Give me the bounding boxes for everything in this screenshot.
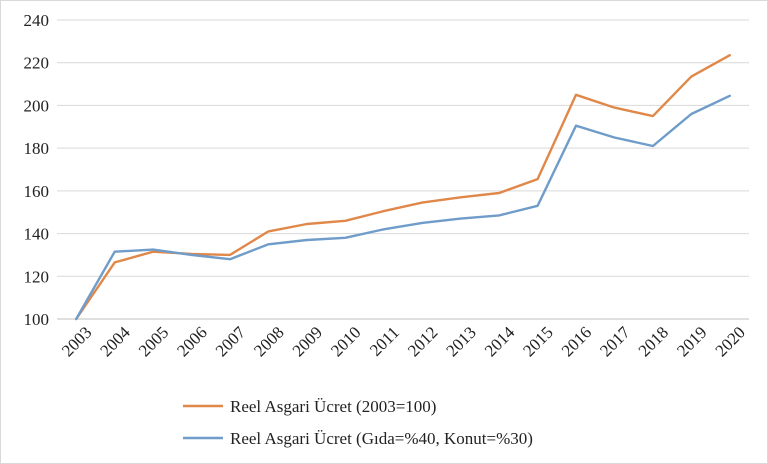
x-tick-label: 2006 — [173, 323, 210, 360]
y-tick-label: 180 — [24, 139, 50, 158]
y-tick-label: 160 — [24, 182, 50, 201]
legend: Reel Asgari Ücret (2003=100) Reel Asgari … — [183, 397, 533, 448]
y-tick-label: 100 — [24, 310, 50, 329]
x-tick-label: 2009 — [289, 323, 326, 360]
series-line-1 — [74, 54, 731, 321]
x-tick-label: 2020 — [712, 323, 749, 360]
x-tick-label: 2011 — [366, 323, 403, 360]
x-tick-label: 2010 — [327, 323, 364, 360]
x-tick-label: 2017 — [596, 322, 634, 360]
x-tick-label: 2019 — [673, 323, 710, 360]
x-axis-ticks: 2003 2004 2005 2006 2007 2008 2009 2010 2011 2012… — [58, 322, 749, 360]
x-tick-label: 2012 — [404, 323, 441, 360]
x-tick-label: 2015 — [519, 323, 556, 360]
series-line-2 — [74, 94, 731, 321]
series-lines — [74, 54, 731, 321]
x-tick-label: 2005 — [135, 323, 172, 360]
legend-label-1: Reel Asgari Ücret (2003=100) — [230, 397, 436, 416]
x-tick-label: 2004 — [96, 322, 134, 360]
y-tick-label: 200 — [24, 96, 50, 115]
x-tick-label: 2008 — [250, 323, 287, 360]
y-tick-label: 240 — [24, 11, 50, 30]
x-tick-label: 2016 — [558, 323, 595, 360]
legend-label-2: Reel Asgari Ücret (Gıda=%40, Konut=%30) — [230, 429, 533, 448]
x-tick-label: 2014 — [481, 322, 519, 360]
y-tick-label: 220 — [24, 54, 50, 73]
y-axis-ticks: 100 120 140 160 180 200 220 240 — [24, 11, 50, 329]
x-tick-label: 2013 — [442, 323, 479, 360]
gridlines — [57, 19, 749, 320]
x-tick-label: 2003 — [58, 323, 95, 360]
y-tick-label: 120 — [24, 267, 50, 286]
y-tick-label: 140 — [24, 225, 50, 244]
x-tick-label: 2018 — [635, 323, 672, 360]
x-tick-label: 2007 — [212, 322, 250, 360]
